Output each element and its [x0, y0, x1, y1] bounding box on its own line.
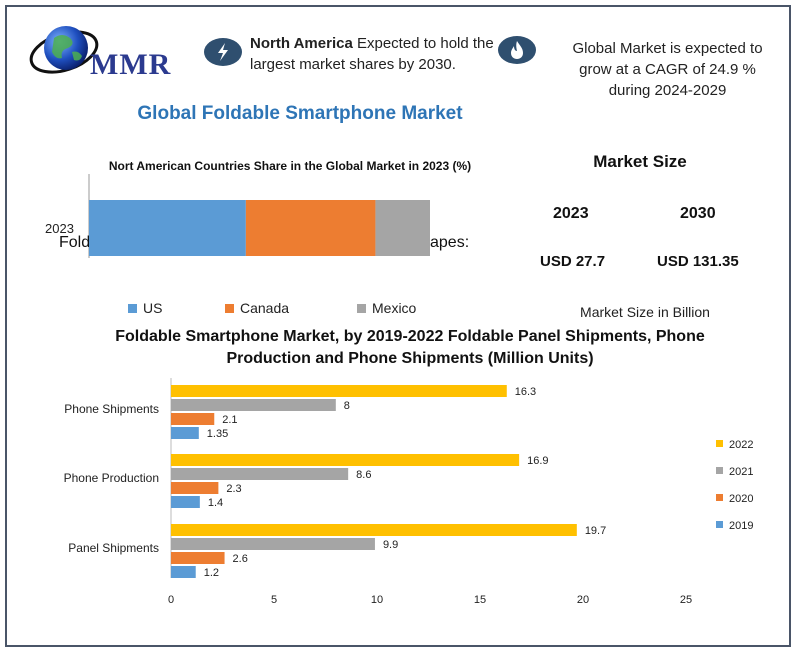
- data-label: 2.6: [233, 553, 248, 565]
- info-north-america: North America Expected to hold the large…: [250, 35, 494, 73]
- legend-swatch: [225, 303, 234, 313]
- bar-2020: [171, 482, 219, 494]
- legend-swatch: [716, 440, 723, 447]
- data-label: 1.2: [204, 567, 219, 579]
- legend-label: 2019: [729, 520, 753, 532]
- data-label: 1.35: [207, 428, 228, 440]
- legend-swatch: [716, 494, 723, 501]
- data-label: 2.3: [226, 483, 241, 495]
- x-tick-label: 0: [168, 594, 174, 606]
- data-label: 9.9: [383, 539, 398, 551]
- market-size-value-2030: USD 131.35: [657, 253, 739, 270]
- legend-mexico: Mexico: [357, 300, 416, 316]
- outer-frame: [5, 5, 791, 647]
- info-cagr: Global Market is expected to grow at a C…: [572, 40, 763, 99]
- bar-2022: [171, 385, 507, 397]
- legend-label: 2022: [729, 439, 753, 451]
- bar-2019: [171, 566, 196, 578]
- data-label: 1.4: [208, 497, 223, 509]
- chart1-title: Nort American Countries Share in the Glo…: [108, 159, 472, 173]
- main-title: Global Foldable Smartphone Market: [137, 103, 463, 124]
- x-tick-label: 25: [680, 594, 692, 606]
- x-tick-label: 10: [371, 594, 383, 606]
- chart1-overlay-left: Fold: [59, 234, 90, 251]
- market-size-value-2023: USD 27.7: [540, 253, 606, 270]
- data-label: 2.1: [222, 414, 237, 426]
- bar-segment-us: [89, 200, 246, 256]
- logo-text: MMR: [90, 48, 172, 81]
- market-size-title: Market Size: [593, 152, 687, 171]
- bar-2021: [171, 468, 349, 480]
- legend-swatch: [128, 303, 137, 313]
- chart1-category-label: 2023: [45, 221, 74, 236]
- logo-globe-icon: [29, 26, 99, 74]
- data-label: 8: [344, 400, 350, 412]
- bar-2020: [171, 552, 225, 564]
- bar-2022: [171, 454, 520, 466]
- chart2-svg: Phone Shipments 16.3 8 2.1 1.35 Phone Product…: [64, 378, 753, 606]
- category-label: Phone Shipments: [64, 402, 159, 416]
- legend-swatch: [357, 303, 366, 313]
- legend-canada: Canada: [225, 300, 289, 316]
- data-label: 8.6: [356, 469, 371, 481]
- category-label: Phone Production: [64, 471, 159, 485]
- bar-2020: [171, 413, 215, 425]
- chart1-overlay-right: apes:: [430, 234, 469, 251]
- data-label: 19.7: [585, 525, 606, 537]
- x-tick-label: 15: [474, 594, 486, 606]
- market-size-year-2030: 2030: [680, 205, 716, 222]
- flame-icon: [498, 36, 536, 64]
- bar-2019: [171, 427, 199, 439]
- chart1-svg: 2023 Fold apes:: [45, 174, 469, 258]
- data-label: 16.9: [527, 455, 548, 467]
- category-label: Panel Shipments: [68, 541, 159, 555]
- bar-2021: [171, 399, 336, 411]
- market-size-note: Market Size in Billion: [580, 304, 710, 320]
- bar-2022: [171, 524, 577, 536]
- bar-segment-mexico: [375, 200, 430, 256]
- bar-2019: [171, 496, 200, 508]
- bar-2021: [171, 538, 375, 550]
- data-label: 16.3: [515, 386, 536, 398]
- legend-label: 2021: [729, 466, 753, 478]
- x-tick-label: 5: [271, 594, 277, 606]
- legend-label: 2020: [729, 493, 753, 505]
- bar-segment-canada: [245, 200, 376, 256]
- x-tick-label: 20: [577, 594, 589, 606]
- market-size-year-2023: 2023: [553, 205, 589, 222]
- legend-us: US: [128, 300, 162, 316]
- legend-swatch: [716, 467, 723, 474]
- legend-swatch: [716, 521, 723, 528]
- lightning-icon: [204, 38, 242, 66]
- chart2-title: Foldable Smartphone Market, by 2019-2022…: [115, 328, 705, 367]
